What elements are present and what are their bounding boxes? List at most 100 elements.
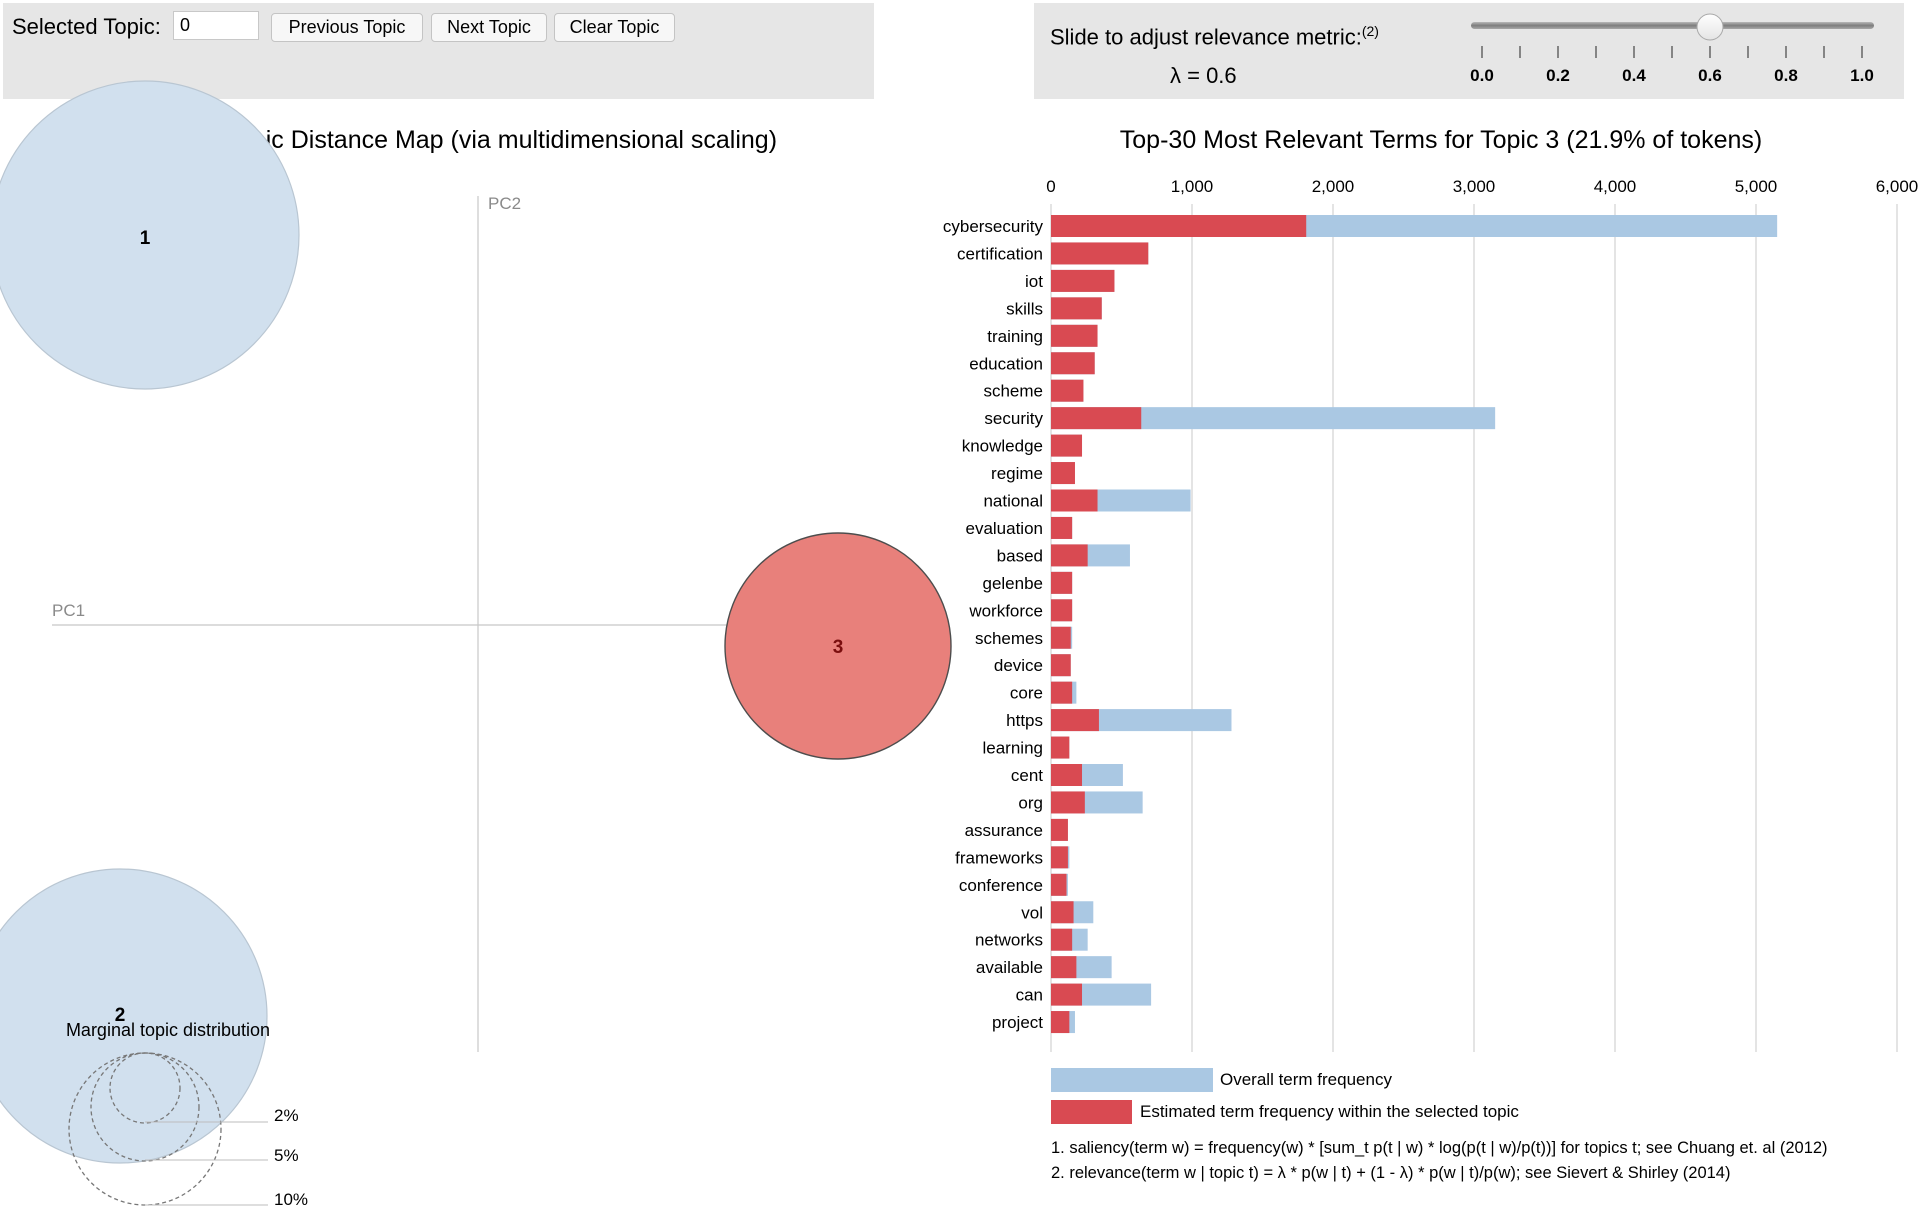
bar-estimated[interactable] <box>1051 242 1149 265</box>
bar-estimated[interactable] <box>1051 297 1102 320</box>
x-tick-label: 2,000 <box>1312 177 1355 196</box>
term-label[interactable]: knowledge <box>962 437 1043 456</box>
selected-topic-input[interactable] <box>173 11 259 40</box>
bar-estimated[interactable] <box>1051 654 1071 677</box>
bar-estimated[interactable] <box>1051 873 1067 896</box>
term-label[interactable]: https <box>1006 711 1043 730</box>
bar-estimated[interactable] <box>1051 407 1142 430</box>
bar-estimated[interactable] <box>1051 736 1070 759</box>
legend-swatch-overall <box>1051 1068 1213 1092</box>
term-label[interactable]: gelenbe <box>982 574 1043 593</box>
term-label[interactable]: scheme <box>983 382 1043 401</box>
x-tick-label: 0 <box>1046 177 1055 196</box>
x-tick-label: 5,000 <box>1735 177 1778 196</box>
term-label[interactable]: org <box>1018 793 1043 812</box>
bar-estimated[interactable] <box>1051 599 1073 622</box>
bar-estimated[interactable] <box>1051 1011 1070 1034</box>
term-label[interactable]: national <box>983 492 1043 511</box>
slider-handle[interactable] <box>1696 13 1724 41</box>
bar-estimated[interactable] <box>1051 379 1084 402</box>
bar-estimated[interactable] <box>1051 544 1088 567</box>
term-label[interactable]: based <box>997 546 1043 565</box>
term-label[interactable]: regime <box>991 464 1043 483</box>
term-label[interactable]: vol <box>1021 903 1043 922</box>
term-label[interactable]: learning <box>983 739 1044 758</box>
bar-estimated[interactable] <box>1051 462 1075 485</box>
marginal-label-5pct: 5% <box>274 1146 299 1165</box>
term-label[interactable]: frameworks <box>955 848 1043 867</box>
bar-estimated[interactable] <box>1051 681 1073 704</box>
topic-1-label: 1 <box>140 228 151 249</box>
slider-track[interactable] <box>1471 22 1874 29</box>
selected-topic-label: Selected Topic: <box>12 14 161 39</box>
x-tick-label: 3,000 <box>1453 177 1496 196</box>
bar-estimated[interactable] <box>1051 901 1074 924</box>
bar-legend: Overall term frequency Estimated term fr… <box>1051 1068 1519 1124</box>
bar-estimated[interactable] <box>1051 434 1083 457</box>
slider-tick-label: 0.4 <box>1622 66 1646 85</box>
topic-bubble-3[interactable] <box>724 532 952 760</box>
term-label[interactable]: iot <box>1025 272 1043 291</box>
bar-overall[interactable] <box>1051 407 1496 430</box>
topic-2-label: 2 <box>115 1005 126 1026</box>
bar-estimated[interactable] <box>1051 269 1115 292</box>
bar-estimated[interactable] <box>1051 709 1099 732</box>
term-label[interactable]: available <box>976 958 1043 977</box>
bar-estimated[interactable] <box>1051 791 1085 814</box>
term-label[interactable]: core <box>1010 684 1043 703</box>
bar-estimated[interactable] <box>1051 764 1083 786</box>
legend-label-estimated: Estimated term frequency within the sele… <box>1140 1102 1519 1121</box>
previous-topic-button[interactable]: Previous Topic <box>271 13 423 42</box>
relevance-title-text: Slide to adjust relevance metric: <box>1050 24 1362 50</box>
bar-estimated[interactable] <box>1051 818 1068 841</box>
term-label[interactable]: networks <box>975 931 1043 950</box>
legend-label-overall: Overall term frequency <box>1220 1070 1392 1089</box>
term-label[interactable]: device <box>994 656 1043 675</box>
term-label[interactable]: cybersecurity <box>943 217 1044 236</box>
bar-estimated[interactable] <box>1051 215 1307 237</box>
x-tick-label: 1,000 <box>1171 177 1214 196</box>
term-label[interactable]: can <box>1016 986 1043 1005</box>
term-label[interactable]: education <box>969 354 1043 373</box>
bar-chart-title: Top-30 Most Relevant Terms for Topic 3 (… <box>1120 126 1762 154</box>
relevance-slider-title: Slide to adjust relevance metric:(2) <box>1050 23 1379 50</box>
term-label[interactable]: certification <box>957 244 1043 263</box>
bar-estimated[interactable] <box>1051 983 1083 1006</box>
topic-3-label: 3 <box>833 637 844 658</box>
term-label[interactable]: skills <box>1006 299 1043 318</box>
bar-estimated[interactable] <box>1051 489 1098 512</box>
term-label[interactable]: schemes <box>975 629 1043 648</box>
next-topic-button[interactable]: Next Topic <box>431 13 547 42</box>
clear-topic-button[interactable]: Clear Topic <box>554 13 675 42</box>
relevance-slider-panel: Slide to adjust relevance metric:(2) λ =… <box>1034 3 1904 99</box>
term-label[interactable]: project <box>992 1013 1043 1032</box>
term-label[interactable]: evaluation <box>965 519 1043 538</box>
topic-bubble-2[interactable] <box>0 868 268 1164</box>
bar-estimated[interactable] <box>1051 956 1077 979</box>
term-label[interactable]: assurance <box>965 821 1043 840</box>
bar-estimated[interactable] <box>1051 352 1095 375</box>
term-label[interactable]: cent <box>1011 766 1043 785</box>
lambda-value-text: λ = 0.6 <box>1170 63 1237 88</box>
legend-swatch-estimated <box>1051 1100 1132 1124</box>
bar-estimated[interactable] <box>1051 516 1073 539</box>
term-label[interactable]: security <box>984 409 1043 428</box>
bar-estimated[interactable] <box>1051 928 1073 951</box>
footnote-saliency: 1. saliency(term w) = frequency(w) * [su… <box>1051 1139 1828 1157</box>
relevance-footnote-marker: (2) <box>1361 23 1379 39</box>
term-label[interactable]: workforce <box>968 601 1043 620</box>
term-label[interactable]: training <box>987 327 1043 346</box>
lambda-slider[interactable]: 0.0 0.2 0.4 0.6 0.8 1.0 <box>1470 13 1874 85</box>
bar-estimated[interactable] <box>1051 324 1098 347</box>
x-tick-label: 4,000 <box>1594 177 1637 196</box>
marginal-label-10pct: 10% <box>274 1190 308 1208</box>
term-label[interactable]: conference <box>959 876 1043 895</box>
marginal-distribution-title: Marginal topic distribution <box>66 1020 270 1040</box>
topic-bubble-1[interactable] <box>0 80 300 390</box>
relevant-terms-chart: Top-30 Most Relevant Terms for Topic 3 (… <box>943 126 1918 1182</box>
bar-estimated[interactable] <box>1051 571 1073 594</box>
bar-estimated[interactable] <box>1051 846 1068 869</box>
footnote-relevance: 2. relevance(term w | topic t) = λ * p(w… <box>1051 1164 1730 1182</box>
bar-estimated[interactable] <box>1051 626 1071 649</box>
